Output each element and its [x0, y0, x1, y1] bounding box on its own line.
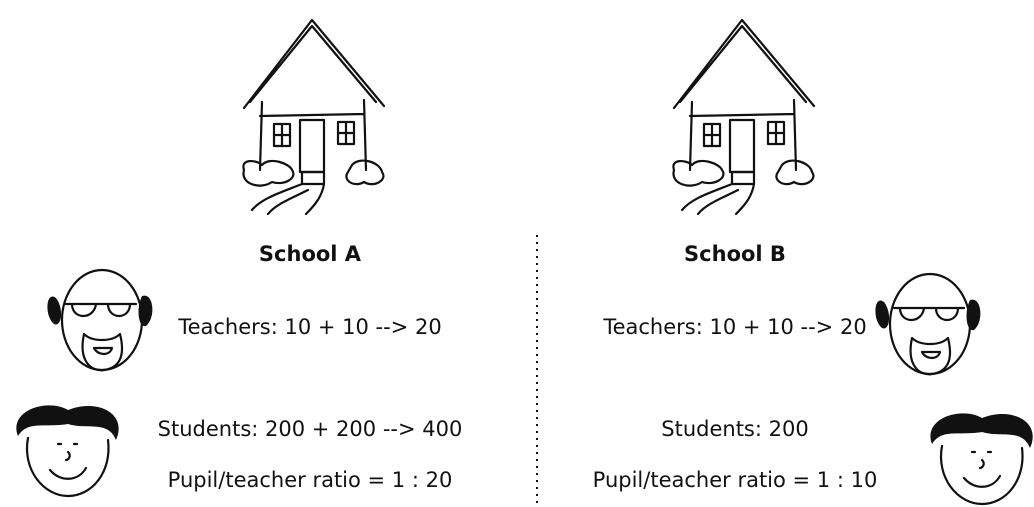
house-icon: [242, 18, 386, 216]
ratio-text: Pupil/teacher ratio = 1 : 20: [168, 468, 453, 492]
school-name: School B: [684, 242, 786, 266]
student-icon: [15, 404, 120, 498]
teacher-icon: [46, 268, 154, 372]
students-text: Students: 200 + 200 --> 400: [158, 417, 463, 441]
teacher-icon: [874, 272, 982, 376]
house-icon: [672, 18, 816, 216]
school-name: School A: [259, 242, 362, 266]
students-text: Students: 200: [661, 417, 808, 441]
ratio-text: Pupil/teacher ratio = 1 : 10: [593, 468, 878, 492]
teachers-text: Teachers: 10 + 10 --> 20: [177, 315, 441, 339]
student-icon: [929, 412, 1034, 506]
teachers-text: Teachers: 10 + 10 --> 20: [602, 315, 866, 339]
